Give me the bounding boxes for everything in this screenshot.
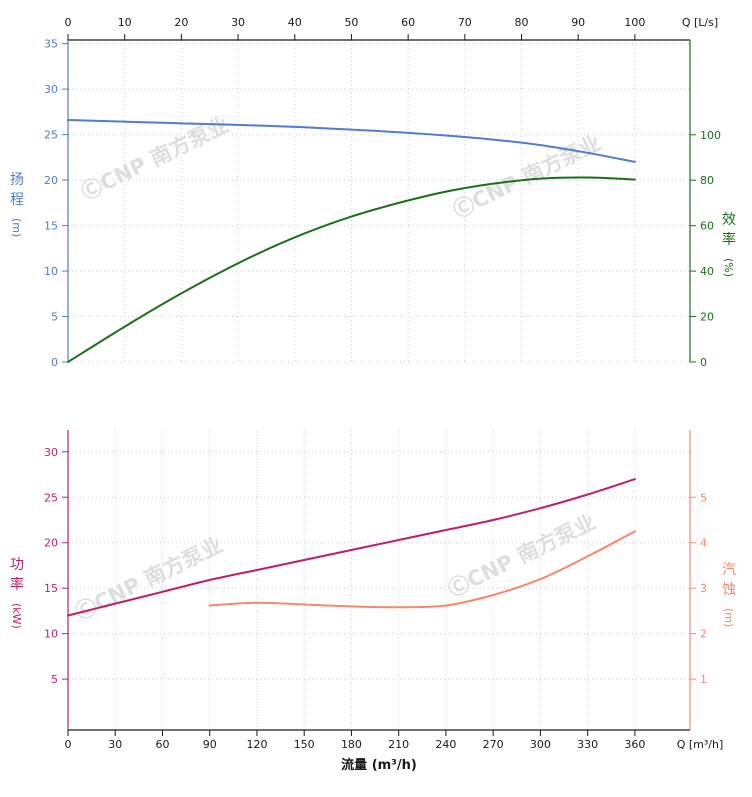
curve-efficiency bbox=[67, 176, 636, 363]
y-tick-label-efficiency: 60 bbox=[700, 220, 714, 233]
x-tick-label-top: 50 bbox=[344, 16, 358, 29]
y-tick-label-efficiency: 20 bbox=[700, 311, 714, 324]
axis-title-char: 汽 bbox=[722, 562, 736, 578]
x-tick-label-bottom: 300 bbox=[530, 738, 551, 751]
y-tick-label-power: 5 bbox=[51, 673, 58, 686]
axis-title-efficiency: 效率 (%) bbox=[722, 212, 736, 277]
axis-title-char: 率 bbox=[722, 231, 736, 248]
axis-title-char: 率 bbox=[10, 576, 24, 593]
y-tick-label-power: 20 bbox=[44, 537, 58, 550]
axis-unit: (%) bbox=[722, 258, 735, 277]
x-tick-label-bottom: 150 bbox=[294, 738, 315, 751]
y-tick-label-npsh: 2 bbox=[700, 628, 707, 641]
x-tick-label-bottom: 270 bbox=[483, 738, 504, 751]
x-axis-label-bottom: Q [m³/h] bbox=[677, 738, 724, 751]
y-tick-label-efficiency: 0 bbox=[700, 356, 707, 369]
x-tick-label-bottom: 0 bbox=[65, 738, 72, 751]
y-tick-label-head: 10 bbox=[44, 265, 58, 278]
x-tick-label-bottom: 240 bbox=[435, 738, 456, 751]
axis-title-char: 效 bbox=[722, 212, 736, 228]
y-tick-label-npsh: 5 bbox=[700, 491, 707, 504]
y-tick-label-efficiency: 40 bbox=[700, 265, 714, 278]
y-tick-label-power: 10 bbox=[44, 628, 58, 641]
axis-unit: (m) bbox=[722, 608, 735, 627]
x-tick-label-bottom: 330 bbox=[577, 738, 598, 751]
x-tick-label-bottom: 210 bbox=[388, 738, 409, 751]
y-tick-label-npsh: 4 bbox=[700, 537, 707, 550]
x-tick-label-top: 100 bbox=[624, 16, 645, 29]
x-tick-label-top: 40 bbox=[288, 16, 302, 29]
x-tick-label-bottom: 30 bbox=[108, 738, 122, 751]
axis-unit: (m) bbox=[10, 218, 23, 237]
axis-title-char: 功 bbox=[10, 557, 24, 573]
x-tick-label-bottom: 180 bbox=[341, 738, 362, 751]
panel-power-npsh: 0 30 60 90 120 150 180 210 240 270 300 330 360 Q [m³/… bbox=[44, 430, 723, 773]
x-tick-label-top: 0 bbox=[65, 16, 72, 29]
y-tick-label-head: 30 bbox=[44, 83, 58, 96]
axis-title-head: 扬程 (m) bbox=[10, 172, 24, 237]
curve-power bbox=[67, 478, 636, 617]
y-tick-label-head: 25 bbox=[44, 129, 58, 142]
x-tick-label-top: 80 bbox=[515, 16, 529, 29]
x-tick-label-top: 30 bbox=[231, 16, 245, 29]
y-tick-label-efficiency: 100 bbox=[700, 129, 721, 142]
x-tick-label-bottom: 90 bbox=[203, 738, 217, 751]
y-tick-label-head: 0 bbox=[51, 356, 58, 369]
curve-head bbox=[67, 119, 636, 163]
axis-unit: (kW) bbox=[10, 603, 23, 629]
axis-title-char: 蚀 bbox=[722, 582, 736, 598]
x-tick-label-top: 20 bbox=[174, 16, 188, 29]
y-tick-label-head: 20 bbox=[44, 174, 58, 187]
x-tick-label-top: 70 bbox=[458, 16, 472, 29]
y-tick-label-head: 15 bbox=[44, 220, 58, 233]
x-tick-label-top: 90 bbox=[571, 16, 585, 29]
x-tick-label-bottom: 60 bbox=[155, 738, 169, 751]
x-axis-title: 流量 (m³/h) bbox=[341, 757, 417, 773]
x-tick-label-bottom: 360 bbox=[624, 738, 645, 751]
y-tick-label-power: 15 bbox=[44, 582, 58, 595]
x-tick-label-bottom: 120 bbox=[246, 738, 267, 751]
y-tick-label-head: 35 bbox=[44, 38, 58, 51]
curve-npsh bbox=[208, 530, 636, 609]
axis-title-npsh: 汽蚀 (m) bbox=[722, 562, 736, 627]
y-tick-label-npsh: 1 bbox=[700, 673, 707, 686]
y-tick-label-npsh: 3 bbox=[700, 582, 707, 595]
axis-title-char: 扬 bbox=[10, 172, 24, 188]
x-tick-label-top: 10 bbox=[118, 16, 132, 29]
y-tick-label-head: 5 bbox=[51, 311, 58, 324]
y-tick-label-efficiency: 80 bbox=[700, 174, 714, 187]
x-tick-label-top: 60 bbox=[401, 16, 415, 29]
y-tick-label-power: 30 bbox=[44, 446, 58, 459]
y-tick-label-power: 25 bbox=[44, 491, 58, 504]
axis-title-char: 程 bbox=[10, 192, 24, 208]
axis-title-power: 功率 (kW) bbox=[10, 557, 24, 629]
panel-head-efficiency: 0 10 20 30 40 50 60 70 80 90 100 Q [L/s] 0 5 10 15 20 25 3… bbox=[44, 16, 721, 369]
x-axis-label-top: Q [L/s] bbox=[682, 16, 718, 29]
